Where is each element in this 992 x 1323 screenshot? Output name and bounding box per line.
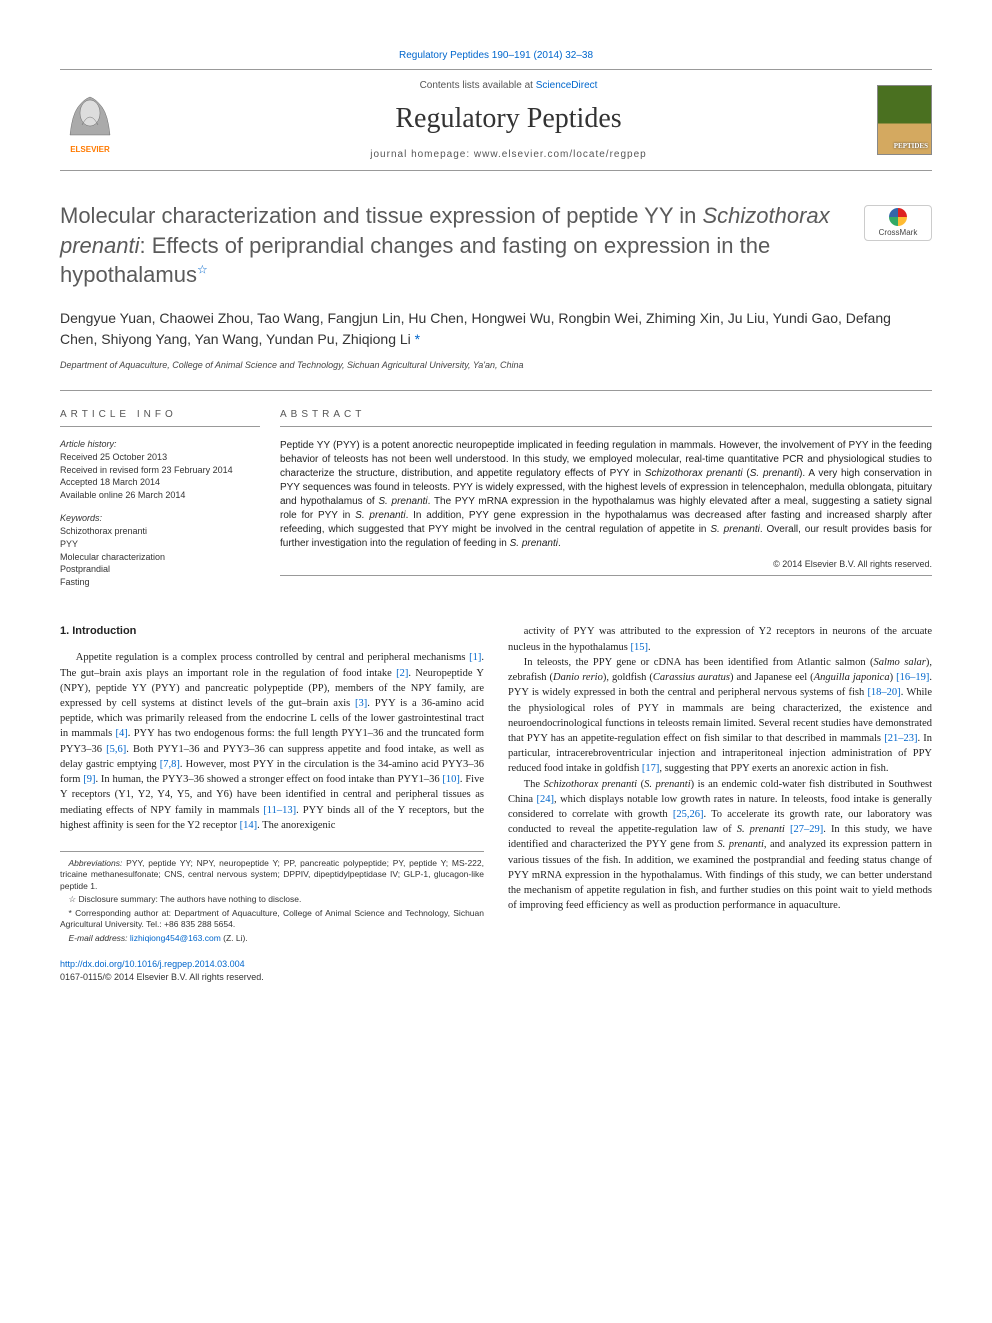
keyword: Fasting: [60, 576, 260, 589]
abstract-copyright: © 2014 Elsevier B.V. All rights reserved…: [280, 559, 932, 576]
abstract-text: Peptide YY (PYY) is a potent anorectic n…: [280, 439, 932, 551]
publisher-name: ELSEVIER: [70, 145, 110, 154]
corresponding-author-symbol: *: [415, 331, 420, 347]
disclosure-footnote: ☆ Disclosure summary: The authors have n…: [60, 894, 484, 905]
corresponding-footnote: * Corresponding author at: Department of…: [60, 908, 484, 931]
body-paragraph: In teleosts, the PPY gene or cDNA has be…: [508, 655, 932, 777]
abbreviations-footnote: Abbreviations: PYY, peptide YY; NPY, neu…: [60, 858, 484, 892]
issn-line: 0167-0115/© 2014 Elsevier B.V. All right…: [60, 972, 264, 982]
article-title: Molecular characterization and tissue ex…: [60, 201, 932, 290]
keyword: PYY: [60, 538, 260, 551]
affiliation: Department of Aquaculture, College of An…: [60, 360, 932, 370]
crossmark-icon: [889, 208, 907, 226]
keyword: Molecular characterization: [60, 551, 260, 564]
keyword: Postprandial: [60, 563, 260, 576]
history-line: Accepted 18 March 2014: [60, 476, 260, 489]
section-heading: 1. Introduction: [60, 624, 484, 640]
body-paragraph: activity of PYY was attributed to the ex…: [508, 624, 932, 654]
article-info-block: ARTICLE INFO Article history: Received 2…: [60, 409, 280, 600]
history-line: Available online 26 March 2014: [60, 489, 260, 502]
body-paragraph: Appetite regulation is a complex process…: [60, 650, 484, 833]
keywords-label: Keywords:: [60, 513, 260, 523]
article-info-heading: ARTICLE INFO: [60, 409, 260, 427]
author-list: Dengyue Yuan, Chaowei Zhou, Tao Wang, Fa…: [60, 308, 932, 350]
page-footer: http://dx.doi.org/10.1016/j.regpep.2014.…: [60, 958, 484, 984]
citation-line: Regulatory Peptides 190–191 (2014) 32–38: [60, 50, 932, 61]
column-left: 1. Introduction Appetite regulation is a…: [60, 624, 484, 984]
column-right: activity of PYY was attributed to the ex…: [508, 624, 932, 984]
email-footnote: E-mail address: lizhiqiong454@163.com (Z…: [60, 933, 484, 944]
title-footnote-symbol: ☆: [197, 263, 208, 277]
history-line: Received 25 October 2013: [60, 451, 260, 464]
history-line: Received in revised form 23 February 201…: [60, 464, 260, 477]
body-columns: 1. Introduction Appetite regulation is a…: [60, 624, 932, 984]
body-paragraph: The Schizothorax prenanti (S. prenanti) …: [508, 777, 932, 914]
crossmark-badge[interactable]: CrossMark: [864, 205, 932, 241]
abstract-heading: ABSTRACT: [280, 409, 932, 427]
footnotes: Abbreviations: PYY, peptide YY; NPY, neu…: [60, 851, 484, 944]
journal-cover-thumbnail: PEPTIDES: [877, 85, 932, 155]
abstract-block: ABSTRACT Peptide YY (PYY) is a potent an…: [280, 409, 932, 600]
sciencedirect-link[interactable]: ScienceDirect: [536, 80, 598, 91]
journal-header: ELSEVIER Contents lists available at Sci…: [60, 69, 932, 171]
journal-title: Regulatory Peptides: [140, 103, 877, 135]
contents-line: Contents lists available at ScienceDirec…: [140, 80, 877, 91]
journal-homepage: journal homepage: www.elsevier.com/locat…: [140, 149, 877, 160]
article-history-label: Article history:: [60, 439, 260, 449]
keyword: Schizothorax prenanti: [60, 525, 260, 538]
doi-link[interactable]: http://dx.doi.org/10.1016/j.regpep.2014.…: [60, 959, 245, 969]
elsevier-logo: ELSEVIER: [60, 85, 120, 155]
email-link[interactable]: lizhiqiong454@163.com: [130, 933, 221, 943]
